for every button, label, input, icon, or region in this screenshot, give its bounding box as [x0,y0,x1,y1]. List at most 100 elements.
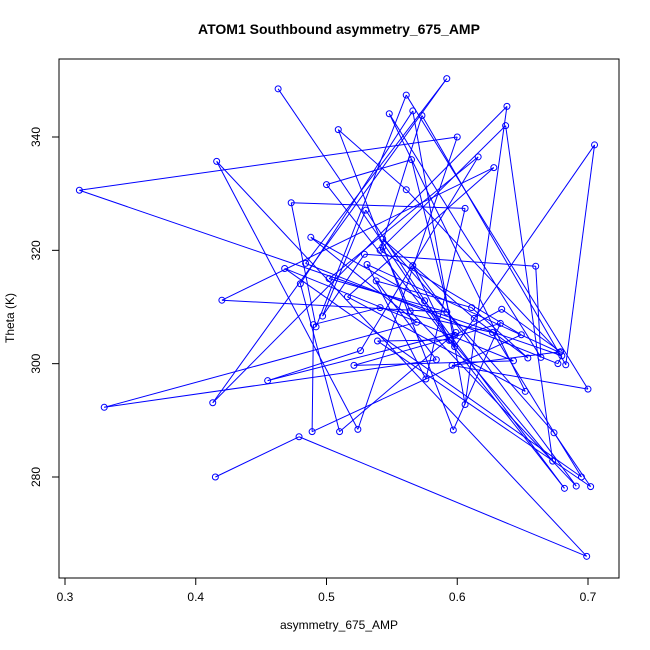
x-tick-label: 0.6 [449,590,466,604]
data-point [409,107,417,115]
series-segment [565,144,596,365]
data-point [274,85,282,93]
series-segment [79,189,563,357]
series-segment [364,253,536,267]
series-segment [377,339,451,342]
data-point [562,361,570,369]
data-point [287,199,295,207]
x-axis: 0.3 0.4 0.5 0.6 0.7 [57,578,597,604]
series-segment [471,307,529,359]
data-point [432,356,440,364]
series-segment [450,339,554,462]
series-segment [291,202,466,209]
data-point [409,262,417,270]
data-point [591,141,599,149]
series-segment [379,249,522,336]
series-segment [328,278,447,313]
series-segment [553,432,592,487]
data-point [402,186,410,194]
data-point [490,164,498,172]
x-tick-label: 0.5 [318,590,335,604]
series-segment [424,300,565,489]
series-segment [382,246,411,312]
series-segment [216,161,588,557]
data-point [554,360,562,368]
data-point [451,343,459,351]
data-point [296,280,304,288]
series-segment [216,161,359,430]
data-point [453,133,461,141]
data-point [336,428,344,436]
data-point [75,186,83,194]
x-tick-label: 0.4 [187,590,204,604]
data-point [312,323,320,331]
data-point [445,336,453,344]
data-point [213,157,221,165]
data-point [451,331,459,339]
data-point [372,277,380,285]
data-point [584,385,592,393]
series-segment [347,296,526,392]
series-segment [313,307,381,326]
series-segment [412,265,577,487]
series-segment [104,359,437,408]
data-point [379,235,387,243]
y-tick-label: 320 [29,240,43,260]
data-point [360,250,368,258]
series-segment [212,78,448,404]
data-point [379,243,387,251]
series-segment [326,184,565,489]
data-point [325,275,333,283]
data-point [422,375,430,383]
series-layer [75,75,599,560]
data-point [577,473,585,481]
data-point [557,348,565,356]
series-segment [277,88,450,341]
series-segment [310,236,418,323]
data-point [407,156,415,164]
series-segment [382,238,555,434]
series-segment [535,266,542,358]
data-point [295,433,303,441]
data-point [524,354,532,362]
series-segment [473,317,529,359]
series-segment [464,106,508,405]
series-segment [299,283,341,432]
x-tick-label: 0.7 [580,590,597,604]
series-segment [311,324,314,432]
series-segment [221,167,495,301]
data-point [350,361,358,369]
y-tick-label: 340 [29,127,43,147]
x-axis-label: asymmetry_675_AMP [280,618,398,632]
data-point [302,259,310,267]
data-point [496,319,504,327]
x-tick-label: 0.3 [57,590,74,604]
series-segment [454,144,595,347]
data-point [264,377,272,385]
data-point [323,181,330,189]
data-point [474,153,482,161]
data-point [376,304,384,312]
series-segment [267,350,361,382]
data-point [362,206,370,214]
data-point [572,482,580,490]
data-point [356,347,364,355]
data-point [461,204,469,212]
y-tick-label: 300 [29,353,43,373]
data-point [308,428,316,436]
series-segment [382,125,506,248]
plot-frame [58,58,620,579]
y-tick-label: 280 [29,467,43,487]
data-point [498,305,506,313]
series-segment [322,254,365,317]
series-segment [409,310,577,487]
series-segment [104,321,417,408]
series-segment [376,280,472,309]
data-point [373,337,381,345]
series-segment [451,364,589,390]
series-segment [382,238,475,319]
series-segment [347,167,495,298]
data-point [448,361,456,369]
data-point [413,318,421,326]
